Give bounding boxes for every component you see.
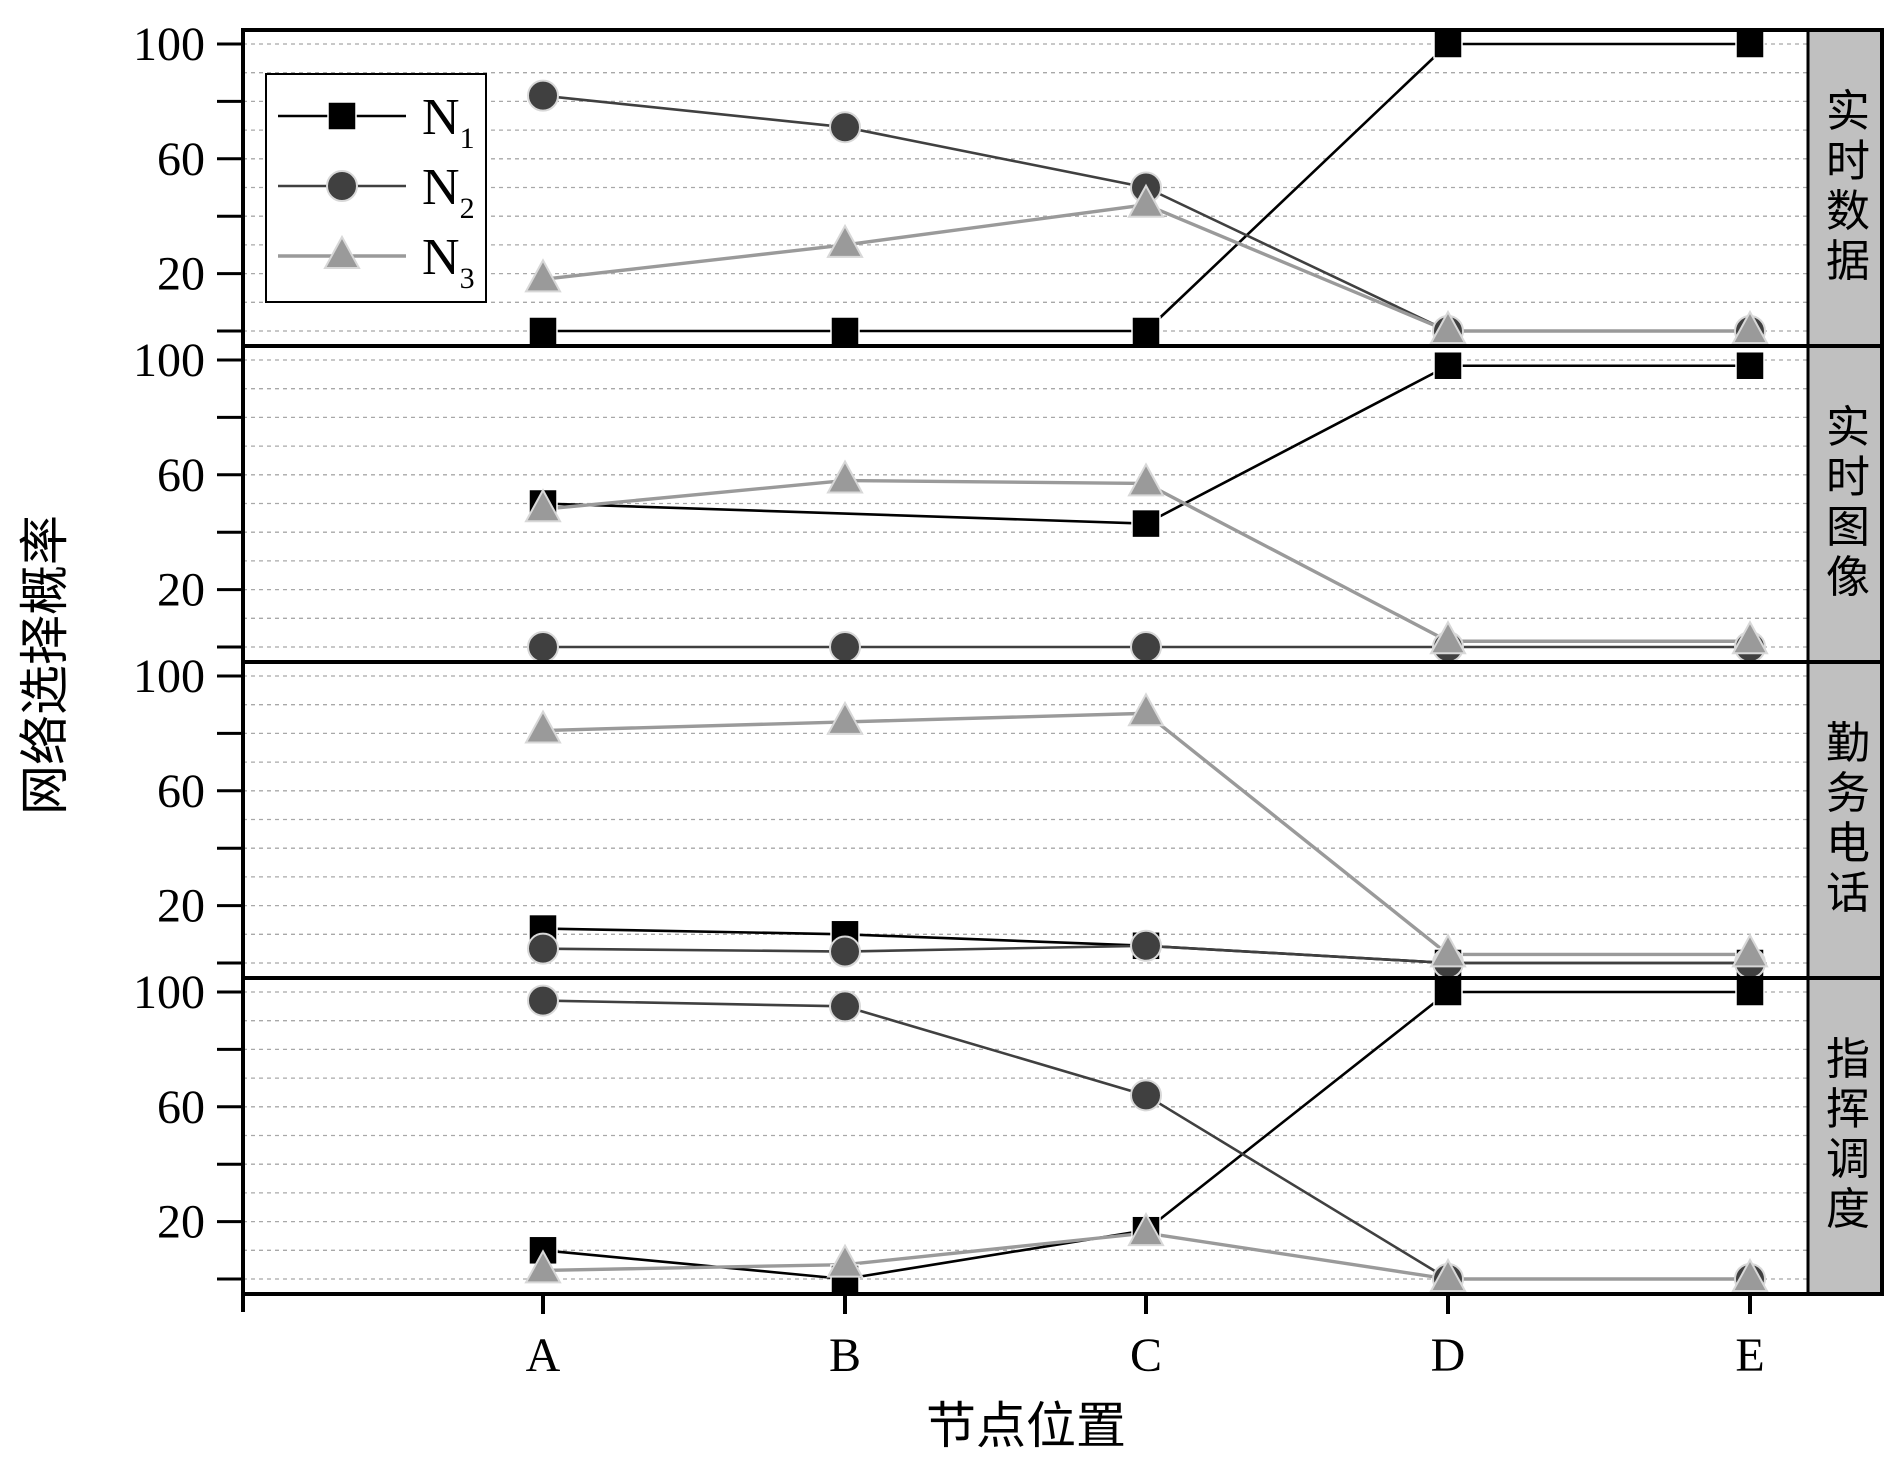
facet-label: 勤务电话	[1826, 718, 1870, 919]
facet-strip	[1806, 976, 1884, 1296]
y-tick-label: 100	[133, 966, 205, 1019]
data-point-n3	[826, 1243, 864, 1278]
panel-4: 20 60 100 指挥调度	[133, 966, 1884, 1296]
data-point-n3	[1429, 309, 1467, 344]
legend-label: N2	[422, 159, 475, 225]
data-point-n2	[829, 631, 861, 663]
data-point-n2	[527, 932, 559, 965]
data-point-n3	[1127, 462, 1165, 497]
x-tick-label: C	[1130, 1329, 1162, 1382]
x-tick-label: A	[526, 1329, 561, 1382]
data-point-n3	[1731, 1257, 1769, 1292]
data-point-n3	[826, 459, 864, 494]
data-point-n2	[1130, 1079, 1162, 1112]
data-point-n2	[527, 631, 559, 663]
y-tick-label: 100	[133, 334, 205, 387]
data-point-n3	[524, 709, 562, 744]
data-point-n3	[826, 223, 864, 258]
data-point-n1	[1735, 977, 1765, 1007]
data-point-n1	[1433, 29, 1463, 59]
data-point-n2	[1130, 929, 1162, 962]
data-point-n3	[1127, 183, 1165, 218]
x-tick-label: D	[1431, 1329, 1466, 1382]
data-point-n1	[830, 316, 860, 346]
y-tick-label: 100	[133, 650, 205, 703]
x-axis-title: 节点位置	[926, 1397, 1126, 1455]
data-point-n3	[1429, 1257, 1467, 1292]
legend-label: N1	[422, 89, 475, 155]
x-tick-label: E	[1735, 1329, 1764, 1382]
legend-marker	[326, 170, 358, 202]
y-tick-label: 20	[157, 248, 205, 301]
y-tick-label: 60	[157, 1081, 205, 1134]
data-point-n2	[829, 935, 861, 968]
y-tick-label: 20	[157, 880, 205, 933]
panel-3: 20 60 100 勤务电话	[133, 650, 1884, 980]
data-point-n3	[524, 488, 562, 523]
data-point-n1	[1735, 350, 1765, 381]
series-line-n1	[542, 364, 1750, 525]
legend-label: N3	[422, 229, 475, 295]
y-tick-label: 60	[157, 133, 205, 186]
data-point-n2	[829, 111, 861, 144]
panel-2: 20 60 100 实时图像	[133, 334, 1884, 664]
data-point-n3	[1731, 933, 1769, 968]
data-point-n2	[1130, 631, 1162, 663]
data-point-n3	[1429, 620, 1467, 655]
legend-marker	[323, 234, 361, 269]
data-point-n3	[524, 258, 562, 293]
facet-label: 实时数据	[1826, 86, 1870, 287]
data-point-n3	[1127, 692, 1165, 727]
y-axis-title: 网络选择概率	[16, 515, 74, 815]
data-point-n1	[1131, 316, 1161, 346]
data-point-n3	[1429, 933, 1467, 968]
facet-label: 指挥调度	[1826, 1034, 1870, 1235]
data-point-n1	[528, 316, 558, 346]
legend-marker	[327, 101, 357, 131]
data-point-n3	[1731, 620, 1769, 655]
y-tick-label: 100	[133, 18, 205, 71]
data-point-n1	[1131, 508, 1161, 539]
facet-strip	[1806, 28, 1884, 348]
y-tick-label: 20	[157, 564, 205, 617]
facet-label: 实时图像	[1826, 402, 1870, 603]
y-tick-label: 60	[157, 449, 205, 502]
data-point-n2	[527, 79, 559, 112]
data-point-n2	[829, 990, 861, 1023]
x-tick-label: B	[829, 1329, 861, 1382]
y-tick-label: 60	[157, 765, 205, 818]
y-tick-label: 20	[157, 1196, 205, 1249]
data-point-n3	[1127, 1212, 1165, 1247]
data-point-n3	[524, 1249, 562, 1284]
data-point-n1	[1735, 29, 1765, 59]
data-point-n2	[527, 984, 559, 1017]
panel-1: 20 60 100 实时数据	[133, 18, 1884, 348]
data-point-n3	[826, 700, 864, 735]
data-point-n1	[1433, 977, 1463, 1007]
legend-box	[265, 73, 487, 303]
data-point-n1	[1433, 350, 1463, 381]
data-point-n3	[1731, 309, 1769, 344]
